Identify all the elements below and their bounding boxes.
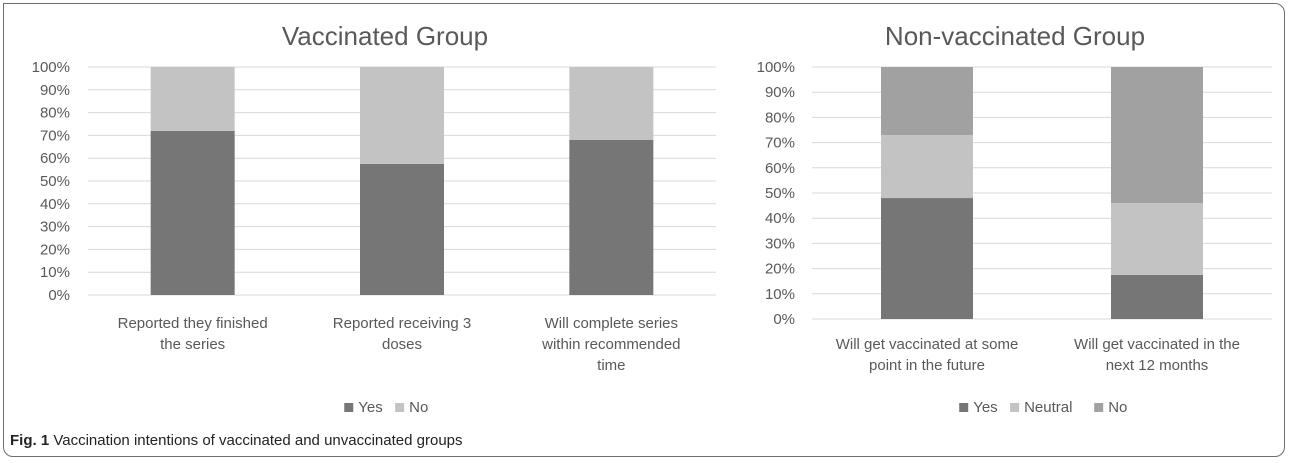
chart2-bar-no-2	[1111, 67, 1203, 204]
chart2-y-tick-label: 40%	[765, 210, 795, 227]
chart1-category-label: Reported receiving 3 doses	[333, 315, 471, 353]
chart1-title: Vaccinated Group	[282, 21, 488, 51]
chart1-bar-yes-2	[360, 163, 444, 295]
chart2-y-tick-label: 70%	[765, 135, 795, 152]
figure-caption: Fig. 1 Vaccination intentions of vaccina…	[10, 432, 463, 449]
chart1-y-tick-label: 90%	[40, 82, 70, 99]
chart1-legend-label: No	[409, 399, 428, 416]
caption-label: Fig. 1	[10, 432, 50, 449]
chart2-y-tick-label: 0%	[773, 311, 795, 328]
chart1-legend-swatch	[344, 403, 354, 412]
chart2-y-tick-label: 30%	[765, 235, 795, 252]
chart1-y-tick-label: 100%	[32, 59, 70, 76]
figure-frame	[3, 3, 1285, 457]
chart2-bar-yes-1	[881, 198, 973, 319]
chart1-bar-no-3	[569, 67, 654, 140]
chart1-y-tick-label: 80%	[40, 105, 70, 122]
chart1-y-tick-label: 20%	[40, 241, 70, 258]
chart1-bar-no-1	[150, 67, 235, 131]
chart2-y-tick-label: 10%	[765, 286, 795, 303]
chart2-y-tick-label: 50%	[765, 185, 795, 202]
chart1-y-tick-label: 70%	[40, 127, 70, 144]
chart2-y-tick-label: 90%	[765, 84, 795, 101]
chart1-y-tick-label: 40%	[40, 196, 70, 213]
chart1-y-tick-label: 60%	[40, 150, 70, 167]
chart2-legend-swatch	[1010, 403, 1020, 412]
chart2-bar-no-1	[881, 67, 973, 136]
chart1-bar-no-2	[360, 67, 444, 164]
chart1-bar-yes-3	[569, 139, 654, 295]
chart1-category-label: Reported they finished the series	[118, 315, 268, 353]
chart1-y-tick-label: 50%	[40, 173, 70, 190]
chart2-title: Non-vaccinated Group	[885, 21, 1145, 51]
chart2-y-tick-label: 20%	[765, 261, 795, 278]
caption-text: Vaccination intentions of vaccinated and…	[49, 432, 463, 449]
chart1-category-label: Will complete series within recommended ti…	[541, 315, 680, 374]
chart2-legend-label: No	[1108, 399, 1127, 416]
chart2-legend-label: Yes	[973, 399, 997, 416]
chart2-y-tick-label: 100%	[757, 59, 795, 76]
chart2-y-tick-label: 60%	[765, 160, 795, 177]
chart2-legend-swatch	[959, 403, 969, 412]
chart1-legend-label: Yes	[358, 399, 382, 416]
chart2-y-tick-label: 80%	[765, 109, 795, 126]
chart2-legend-swatch	[1094, 403, 1104, 412]
chart2-bar-neutral-1	[881, 135, 973, 199]
chart2-category-label: Will get vaccinated in the next 12 months	[1074, 336, 1240, 374]
chart2-legend-label: Neutral	[1024, 399, 1072, 416]
chart1-y-tick-label: 10%	[40, 264, 70, 281]
chart1-legend-swatch	[395, 403, 405, 412]
chart1-y-tick-label: 0%	[48, 287, 70, 304]
chart1-y-tick-label: 30%	[40, 219, 70, 236]
chart2-category-label: Will get vaccinated at some point in the …	[836, 336, 1019, 374]
chart1-bar-yes-1	[150, 130, 235, 295]
chart2-bar-yes-2	[1111, 274, 1203, 319]
chart2-bar-neutral-2	[1111, 203, 1203, 275]
